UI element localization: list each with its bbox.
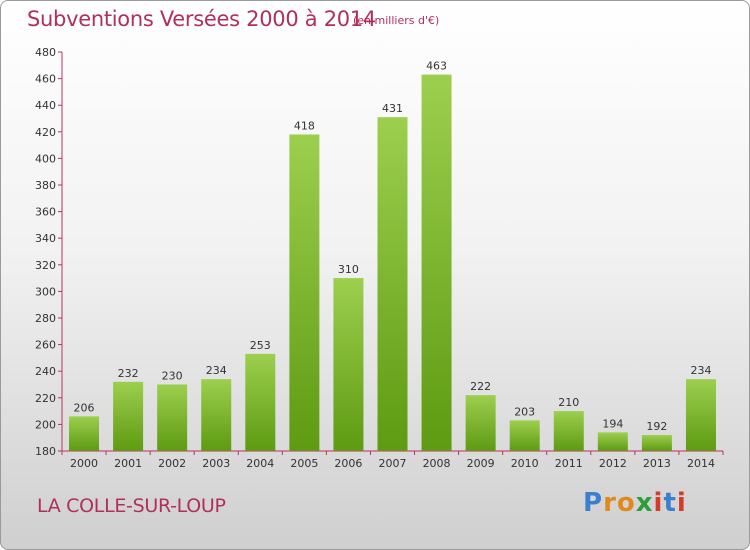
value-label-2005: 418 xyxy=(294,119,315,132)
y-tick-label: 300 xyxy=(35,285,56,298)
y-tick-label: 200 xyxy=(35,418,56,431)
bar-2008 xyxy=(421,74,452,452)
bar-2013 xyxy=(641,435,672,451)
value-label-2008: 463 xyxy=(426,60,447,73)
y-tick-label: 480 xyxy=(35,46,56,59)
y-tick-label: 220 xyxy=(35,392,56,405)
y-tick-label: 340 xyxy=(35,232,56,245)
value-label-2014: 234 xyxy=(690,364,711,377)
value-label-2001: 232 xyxy=(118,367,139,380)
bar-2010 xyxy=(509,420,540,451)
value-label-2000: 206 xyxy=(74,401,95,414)
proxiti-logo[interactable]: Proxiti xyxy=(583,488,687,518)
x-tick-label-2002: 2002 xyxy=(158,457,186,470)
x-tick-label-2011: 2011 xyxy=(555,457,583,470)
y-tick-label: 280 xyxy=(35,312,56,325)
value-label-2012: 194 xyxy=(602,417,623,430)
x-tick-label-2001: 2001 xyxy=(114,457,142,470)
commune-name: LA COLLE-SUR-LOUP xyxy=(37,495,226,517)
value-label-2010: 203 xyxy=(514,405,535,418)
bar-2014 xyxy=(685,379,716,451)
value-label-2011: 210 xyxy=(558,396,579,409)
y-tick-label: 440 xyxy=(35,99,56,112)
x-tick-label-2012: 2012 xyxy=(599,457,627,470)
x-tick-label-2003: 2003 xyxy=(202,457,230,470)
bar-2012 xyxy=(597,432,628,451)
value-label-2004: 253 xyxy=(250,339,271,352)
chart-axes: 180 200 220 240 260 280 300 320 340 360 380 400 420 4… xyxy=(35,46,724,470)
bar-2002 xyxy=(157,384,188,451)
y-tick-label: 260 xyxy=(35,339,56,352)
value-label-2007: 431 xyxy=(382,102,403,115)
value-label-2002: 230 xyxy=(162,370,183,383)
bar-2011 xyxy=(553,411,584,451)
x-tick-label-2010: 2010 xyxy=(511,457,539,470)
bar-2001 xyxy=(113,381,144,451)
x-tick-label-2009: 2009 xyxy=(467,457,495,470)
value-label-2013: 192 xyxy=(646,420,667,433)
x-tick-label-2000: 2000 xyxy=(70,457,98,470)
y-tick-label: 180 xyxy=(35,445,56,458)
bar-2000 xyxy=(69,416,100,451)
chart-title: Subventions Versées 2000 à 2014 xyxy=(27,7,376,31)
bar-2006 xyxy=(333,278,364,451)
y-tick-label: 320 xyxy=(35,259,56,272)
value-label-2003: 234 xyxy=(206,364,227,377)
value-label-2006: 310 xyxy=(338,263,359,276)
x-tick-label-2008: 2008 xyxy=(423,457,451,470)
y-tick-label: 420 xyxy=(35,126,56,139)
x-tick-label-2007: 2007 xyxy=(379,457,407,470)
y-tick-label: 240 xyxy=(35,365,56,378)
bar-2009 xyxy=(465,395,496,451)
x-tick-label-2005: 2005 xyxy=(290,457,318,470)
chart-bars: 206 232 230 234 253 418 310 431 463 222 203 210 194 1… xyxy=(69,60,716,452)
bar-2003 xyxy=(201,379,232,451)
x-tick-label-2014: 2014 xyxy=(687,457,715,470)
y-tick-label: 460 xyxy=(35,73,56,86)
x-tick-label-2006: 2006 xyxy=(334,457,362,470)
chart-subtitle: (en milliers d'€) xyxy=(353,14,440,27)
bar-2005 xyxy=(289,134,320,451)
value-label-2009: 222 xyxy=(470,380,491,393)
bar-2007 xyxy=(377,117,408,452)
y-tick-label: 400 xyxy=(35,152,56,165)
x-tick-label-2004: 2004 xyxy=(246,457,274,470)
y-tick-label: 360 xyxy=(35,206,56,219)
y-tick-label: 380 xyxy=(35,179,56,192)
x-tick-label-2013: 2013 xyxy=(643,457,671,470)
bar-2004 xyxy=(245,353,276,451)
